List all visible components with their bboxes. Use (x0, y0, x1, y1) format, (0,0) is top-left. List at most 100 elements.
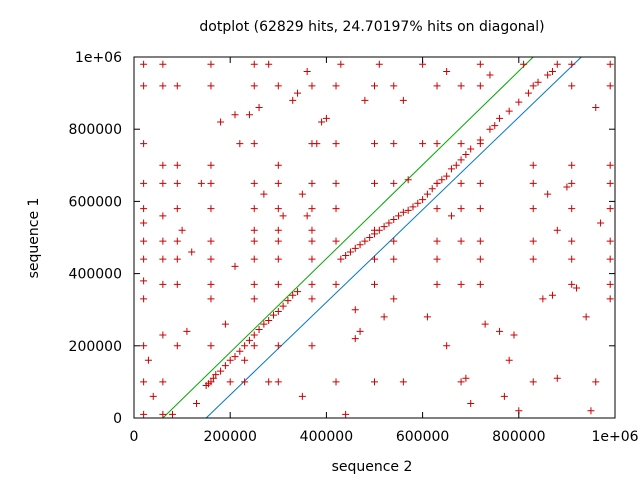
hit-point (592, 378, 600, 386)
hit-point (207, 161, 215, 169)
hit-point (568, 237, 576, 245)
hit-point (250, 226, 258, 234)
hit-point (226, 378, 234, 386)
hit-point (568, 161, 576, 169)
hit-point (544, 71, 552, 79)
hit-point (231, 111, 239, 119)
hit-point (476, 179, 484, 187)
hit-point (250, 140, 258, 148)
hit-point (375, 60, 383, 68)
diagonal-line-upper (162, 56, 534, 419)
y-tick-label: 0 (113, 411, 122, 427)
hit-point (390, 215, 398, 223)
hit-point (140, 82, 148, 90)
hit-point (496, 327, 504, 335)
hit-point (274, 280, 282, 288)
hit-point (539, 295, 547, 303)
hit-point (303, 212, 311, 220)
hit-point (279, 302, 287, 310)
hit-point (207, 60, 215, 68)
hit-point (534, 78, 542, 86)
hit-point (250, 60, 258, 68)
hit-point (308, 342, 316, 350)
hit-point (361, 237, 369, 245)
hit-point (529, 161, 537, 169)
hit-point (553, 226, 561, 234)
hit-point (173, 280, 181, 288)
hit-point (226, 356, 234, 364)
hit-point (308, 280, 316, 288)
hit-point (510, 331, 518, 339)
hit-point (399, 208, 407, 216)
hit-point (250, 295, 258, 303)
hit-point (140, 237, 148, 245)
hit-point (414, 199, 422, 207)
hit-point (279, 212, 287, 220)
hit-point (236, 140, 244, 148)
hit-point (250, 342, 258, 350)
hit-point (207, 179, 215, 187)
hit-point (255, 104, 263, 112)
hit-point (356, 241, 364, 249)
hit-point (457, 237, 465, 245)
plot-area (140, 56, 614, 419)
hit-point (168, 410, 176, 418)
hit-point (159, 255, 167, 263)
hit-point (212, 371, 220, 379)
hit-point (250, 255, 258, 263)
hit-point (260, 190, 268, 198)
hit-point (486, 125, 494, 133)
hit-point (332, 280, 340, 288)
hit-point (606, 82, 614, 90)
hit-point (491, 122, 499, 130)
hit-point (308, 237, 316, 245)
hit-point (332, 237, 340, 245)
hit-point (308, 82, 316, 90)
hit-point (250, 237, 258, 245)
hit-point (332, 179, 340, 187)
hit-point (371, 140, 378, 148)
plot-frame (133, 56, 616, 419)
hit-point (568, 179, 576, 187)
hit-point (149, 392, 157, 400)
x-axis-label: sequence 2 (332, 459, 413, 475)
hit-point (351, 244, 359, 252)
hit-point (371, 280, 378, 288)
hit-point (520, 60, 528, 68)
hit-point (308, 205, 316, 213)
hit-point (173, 161, 181, 169)
hit-point (529, 82, 537, 90)
hit-point (207, 255, 215, 263)
hit-point (568, 255, 576, 263)
hit-point (342, 410, 350, 418)
hit-point (308, 295, 316, 303)
hit-point (245, 336, 253, 344)
hit-point (457, 280, 465, 288)
hit-point (443, 172, 451, 180)
y-tick-label: 600000 (69, 194, 122, 210)
hit-point (433, 280, 441, 288)
hit-point (351, 306, 359, 314)
hit-point (371, 255, 378, 263)
hit-point (332, 82, 340, 90)
x-tick-label: 1e+06 (591, 429, 638, 445)
hit-point (476, 280, 484, 288)
hit-point (188, 248, 196, 256)
hit-point (197, 179, 205, 187)
hit-point (140, 378, 148, 386)
hit-point (159, 82, 167, 90)
hit-point (207, 205, 215, 213)
hit-point (274, 237, 282, 245)
hit-point (356, 327, 364, 335)
hit-point (140, 342, 148, 350)
hit-point (140, 60, 148, 68)
hit-point (140, 277, 148, 285)
hit-point (265, 378, 273, 386)
hit-point (337, 60, 345, 68)
x-tick-label: 200000 (203, 429, 256, 445)
hit-point (173, 255, 181, 263)
hit-point (274, 205, 282, 213)
y-tick-label: 1e+06 (75, 50, 122, 66)
hit-point (159, 378, 167, 386)
hit-point (395, 212, 403, 220)
